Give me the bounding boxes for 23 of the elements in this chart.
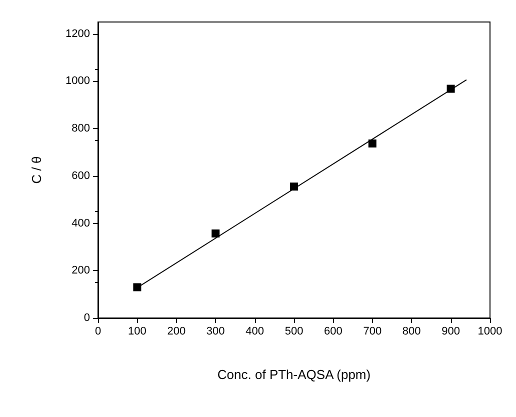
- y-tick-label: 1000: [66, 75, 90, 88]
- x-tick-label: 900: [442, 326, 460, 338]
- y-tick-label: 200: [72, 264, 90, 277]
- y-tick-label: 600: [72, 170, 90, 182]
- y-tick-label: 800: [72, 122, 90, 135]
- point: [212, 229, 220, 238]
- x-axis-title: Conc. of PTh-AQSA (ppm): [217, 367, 371, 382]
- y-axis-title: C / θ: [29, 156, 44, 184]
- x-tick-label: 600: [324, 326, 342, 338]
- y-tick-label: 0: [84, 312, 90, 324]
- y-tick-label: 1200: [66, 28, 90, 40]
- point: [368, 139, 376, 148]
- point: [133, 283, 142, 292]
- y-tick-label: 400: [72, 217, 90, 230]
- x-tick-label: 100: [128, 326, 146, 338]
- x-tick-label: 800: [402, 326, 421, 338]
- x-tick-label: 400: [246, 326, 264, 338]
- x-tick-label: 300: [206, 326, 225, 338]
- x-tick-label: 0: [94, 326, 102, 338]
- x-tick-label: 200: [167, 326, 186, 338]
- x-tick-label: 1000: [478, 326, 502, 338]
- x-tick-label: 700: [363, 326, 382, 338]
- x-tick-label: 500: [284, 326, 304, 338]
